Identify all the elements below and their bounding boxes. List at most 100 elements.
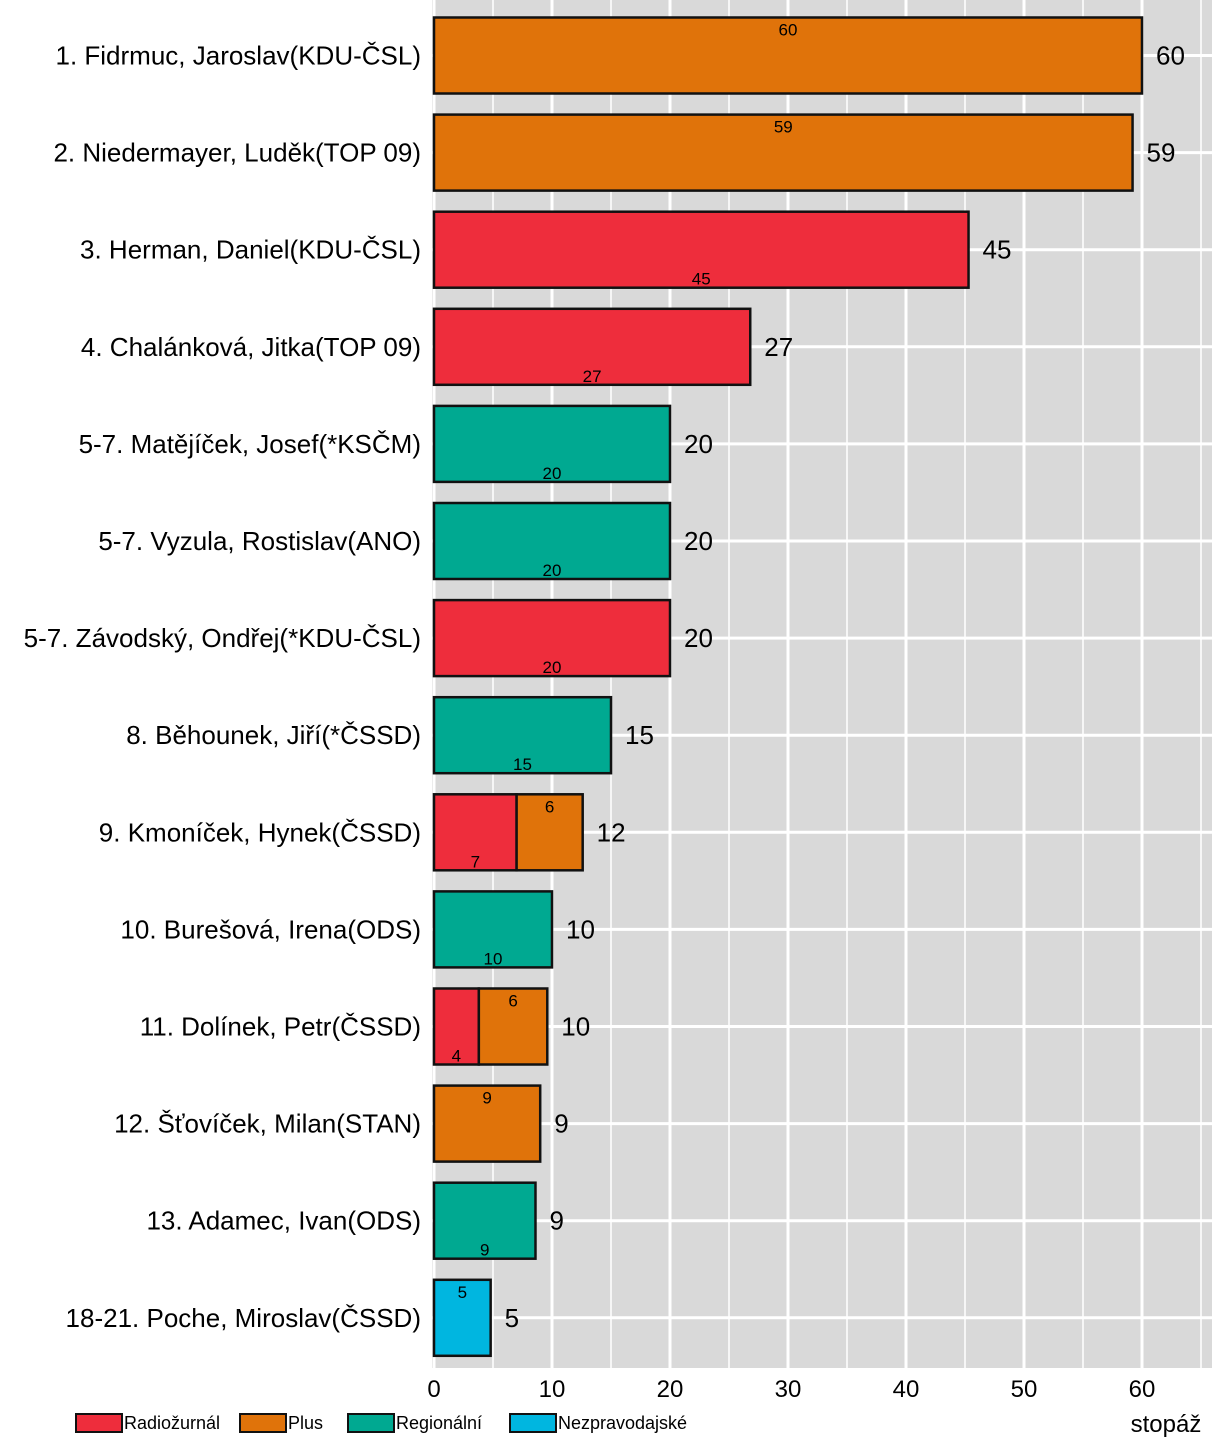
segment-label: 60 (779, 21, 798, 40)
bar-segment (432, 890, 554, 969)
bar-segment (432, 404, 672, 484)
legend-item: Regionální (347, 1413, 482, 1433)
category-label: 2. Niedermayer, Luděk(TOP 09) (53, 138, 421, 168)
segment-label: 7 (471, 852, 480, 871)
category-label: 5-7. Vyzula, Rostislav(ANO) (98, 526, 421, 556)
segment-label: 59 (774, 118, 793, 137)
category-label: 8. Běhounek, Jiří(*ČSSD) (126, 720, 421, 750)
x-tick-label: 30 (775, 1376, 802, 1403)
bar-row: 99 (432, 1084, 569, 1163)
legend-label: Regionální (396, 1413, 482, 1433)
bar-row: 27 27 (432, 307, 793, 387)
bar-segment (432, 210, 970, 289)
x-tick-label: 40 (893, 1376, 920, 1403)
x-axis: 0 10 20 30 40 50 60 (427, 1376, 1155, 1403)
bar-segment (432, 598, 672, 678)
segment-label: 15 (513, 755, 532, 774)
total-label: 60 (1156, 41, 1185, 71)
legend-item: Plus (239, 1413, 323, 1433)
legend-label: Radiožurnál (124, 1413, 220, 1433)
category-label: 1. Fidrmuc, Jaroslav(KDU-ČSL) (55, 41, 421, 71)
bar-segment (432, 501, 672, 581)
legend-swatch (75, 1413, 123, 1433)
legend: Radiožurnál Plus Regionální Nezpravodajské (75, 1413, 687, 1433)
total-label: 27 (764, 332, 793, 362)
total-label: 15 (625, 720, 654, 750)
x-tick-label: 0 (427, 1376, 440, 1403)
category-label: 5-7. Závodský, Ondřej(*KDU-ČSL) (24, 623, 421, 653)
segment-label: 20 (543, 464, 562, 483)
legend-label: Plus (288, 1413, 323, 1433)
segment-label: 20 (543, 658, 562, 677)
x-tick-label: 20 (657, 1376, 684, 1403)
segment-label: 27 (583, 367, 602, 386)
total-label: 20 (684, 526, 713, 556)
total-label: 10 (566, 914, 595, 944)
bar-segment (432, 1181, 537, 1260)
segment-label: 20 (543, 561, 562, 580)
total-label: 59 (1147, 138, 1176, 168)
category-label: 5-7. Matějíček, Josef(*KSČM) (79, 429, 421, 459)
bar-row: 99 (432, 1181, 564, 1260)
bar-segment (432, 113, 1134, 192)
bar-row: 60 60 (432, 16, 1185, 95)
segment-label: 45 (692, 270, 711, 289)
total-label: 9 (554, 1109, 568, 1139)
legend-swatch (239, 1413, 287, 1433)
segment-label: 5 (458, 1283, 467, 1302)
legend-label: Nezpravodajské (558, 1413, 687, 1433)
total-label: 20 (684, 429, 713, 459)
bar-row: 45 45 (432, 210, 1012, 289)
bar-segment (432, 1084, 542, 1163)
legend-swatch (347, 1413, 395, 1433)
category-label: 4. Chalánková, Jitka(TOP 09) (81, 332, 421, 362)
category-label: 9. Kmoníček, Hynek(ČSSD) (99, 817, 421, 847)
bar-row: 59 59 (432, 113, 1176, 192)
segment-label: 10 (484, 949, 503, 968)
segment-label: 4 (452, 1047, 461, 1066)
total-label: 9 (549, 1206, 563, 1236)
category-labels: 1. Fidrmuc, Jaroslav(KDU-ČSL) 2. Niederma… (24, 41, 421, 1333)
category-label: 12. Šťovíček, Milan(STAN) (114, 1109, 421, 1139)
bar-segment (432, 695, 613, 775)
x-tick-label: 60 (1129, 1376, 1156, 1403)
bar-segment (432, 307, 752, 387)
bar-segment (432, 793, 518, 872)
legend-swatch (509, 1413, 557, 1433)
bar-row: 7 6 12 (432, 793, 626, 872)
x-axis-label: stopáž (1131, 1411, 1202, 1438)
category-label: 11. Dolínek, Petr(ČSSD) (140, 1012, 421, 1042)
x-tick-label: 50 (1011, 1376, 1038, 1403)
bars: 6060595945452727202020202020151576121010… (432, 16, 1185, 1358)
bar-segment (515, 793, 584, 872)
category-label: 10. Burešová, Irena(ODS) (120, 914, 421, 944)
total-label: 5 (505, 1303, 519, 1333)
total-label: 12 (597, 817, 626, 847)
legend-item: Radiožurnál (75, 1413, 220, 1433)
bar-segment (477, 987, 549, 1066)
segment-label: 6 (508, 992, 517, 1011)
total-label: 10 (561, 1012, 590, 1042)
total-label: 45 (983, 235, 1012, 265)
category-label: 18-21. Poche, Miroslav(ČSSD) (66, 1303, 421, 1333)
bar-row: 10 10 (432, 890, 595, 969)
segment-label: 9 (482, 1089, 491, 1108)
legend-item: Nezpravodajské (509, 1413, 687, 1433)
bar-segment (432, 16, 1144, 95)
x-tick-label: 10 (539, 1376, 566, 1403)
plot-background (432, 0, 1212, 1368)
segment-label: 6 (545, 797, 554, 816)
bar-row: 55 (432, 1278, 519, 1358)
bar-segment (432, 987, 481, 1066)
segment-label: 9 (480, 1241, 489, 1260)
total-label: 20 (684, 623, 713, 653)
category-label: 13. Adamec, Ivan(ODS) (146, 1206, 421, 1236)
bar-row: 4 6 10 (432, 987, 590, 1066)
category-label: 3. Herman, Daniel(KDU-ČSL) (80, 235, 421, 265)
bar-segment (432, 1278, 492, 1358)
